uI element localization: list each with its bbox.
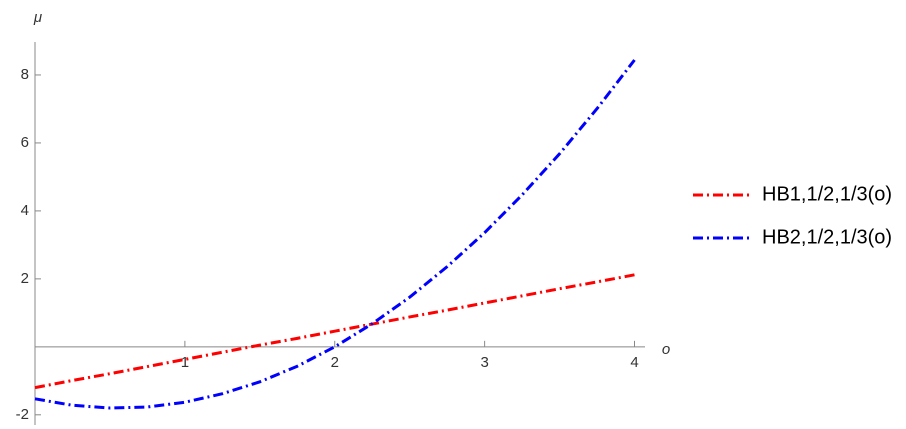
y-tick-label: 2 bbox=[21, 270, 29, 287]
y-tick-label: 8 bbox=[21, 66, 29, 83]
x-axis-label: o bbox=[662, 341, 670, 358]
x-tick-label: 4 bbox=[630, 354, 638, 371]
legend-label: HB2,1/2,1/3(o) bbox=[762, 226, 892, 248]
series-line bbox=[34, 273, 635, 390]
y-tick-label: 4 bbox=[21, 202, 29, 219]
x-tick-label: 2 bbox=[331, 354, 339, 371]
y-axis-label: μ bbox=[33, 9, 42, 26]
x-tick-label: 1 bbox=[181, 354, 189, 371]
x-tick-label: 3 bbox=[480, 354, 488, 371]
y-tick-label: 6 bbox=[21, 134, 29, 151]
series-line bbox=[34, 59, 636, 410]
y-tick-label: -2 bbox=[16, 406, 29, 423]
legend-label: HB1,1/2,1/3(o) bbox=[762, 183, 892, 205]
